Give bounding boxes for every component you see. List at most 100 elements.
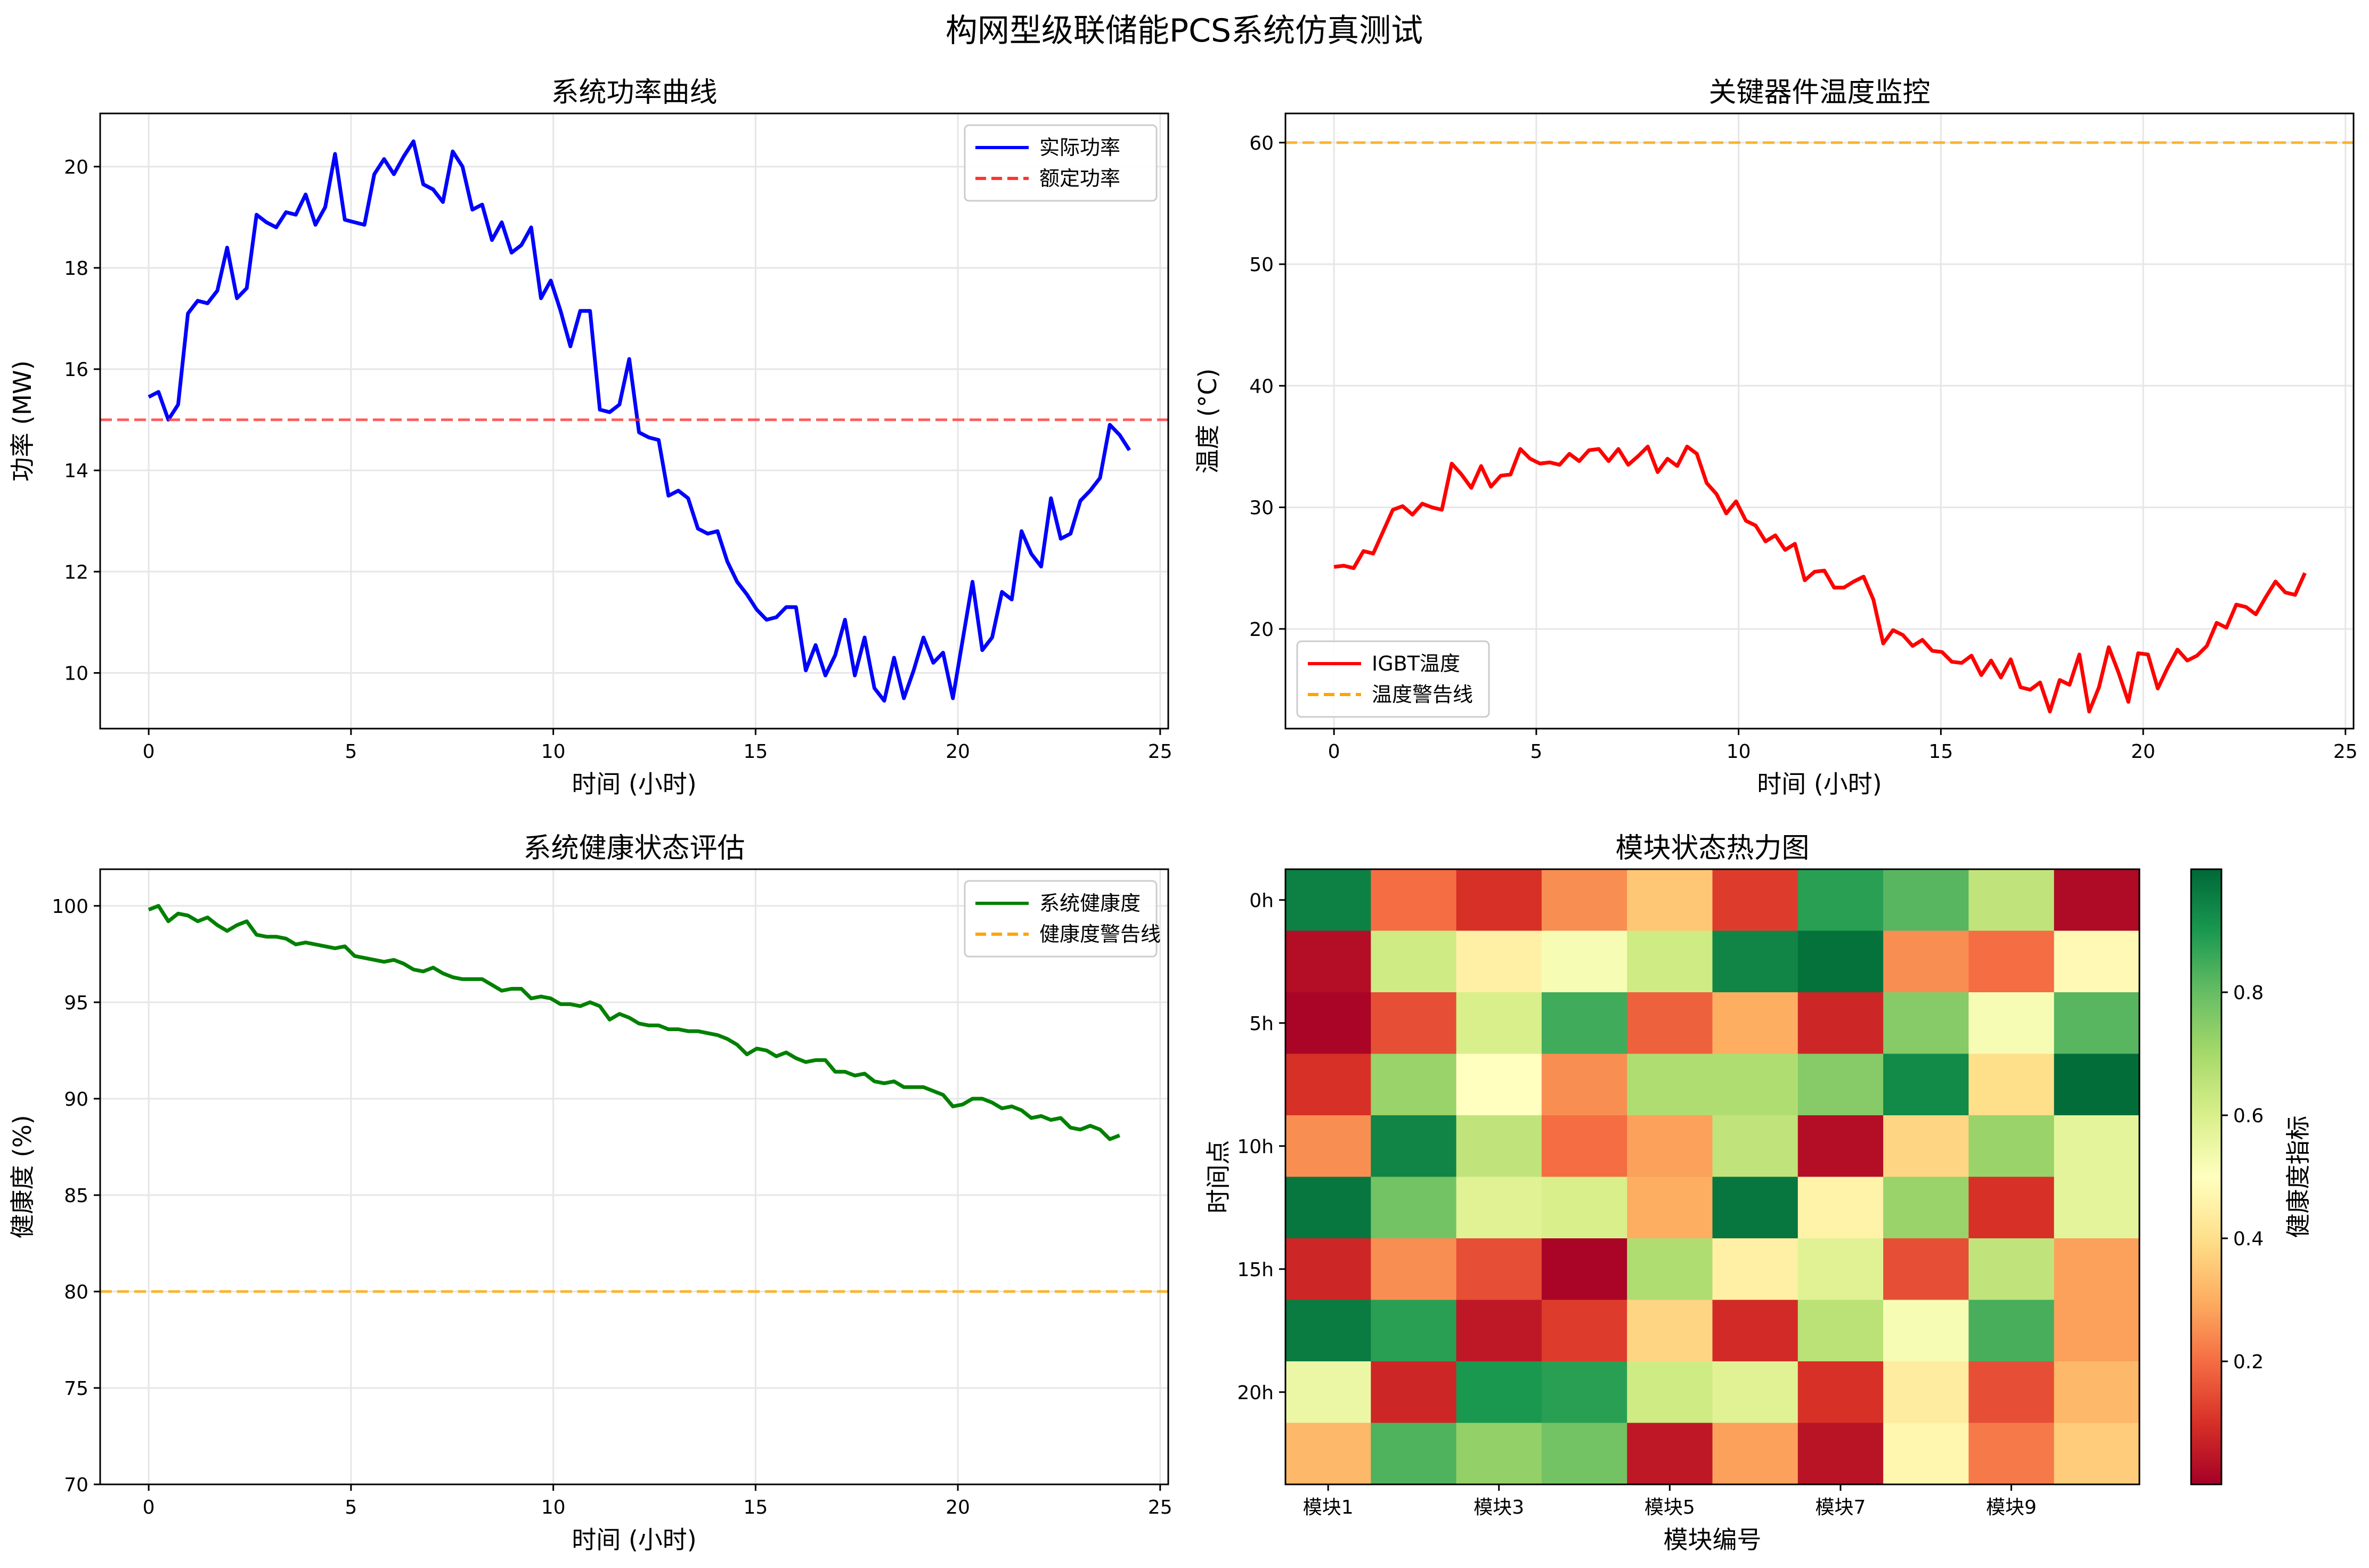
y-tick-label: 85: [64, 1185, 88, 1207]
heatmap-cell: [1371, 1054, 1457, 1116]
x-tick-label: 25: [1148, 1497, 1173, 1518]
heatmap-cell: [1883, 869, 1969, 931]
heatmap-cell: [2054, 1238, 2140, 1300]
y-tick-label: 60: [1249, 133, 1274, 154]
heatmap-cell: [1456, 1300, 1542, 1362]
x-tick-label: 20: [2131, 741, 2155, 763]
heatmap-cell: [1712, 1361, 1798, 1423]
series-line-0: [148, 139, 1131, 703]
y-axis-label: 温度 (°C): [1193, 369, 1222, 474]
y-tick-label: 16: [64, 359, 88, 381]
heatmap-cell: [1712, 930, 1798, 993]
heatmap-cell: [1883, 1423, 1969, 1485]
x-tick-label: 0: [1328, 741, 1340, 763]
legend-frame: [964, 880, 1158, 958]
heatmap-cell: [1968, 930, 2055, 993]
heatmap-cell: [1285, 1115, 1371, 1177]
legend-entry: 系统健康度: [1039, 892, 1141, 915]
legend-entry: 健康度警告线: [1039, 922, 1161, 946]
heatmap-cell: [1797, 1177, 1884, 1239]
x-tick-label: 25: [1148, 741, 1173, 763]
legend-frame: [1296, 640, 1490, 718]
heatmap-cell: [1968, 1423, 2055, 1485]
y-tick-label: 18: [64, 258, 88, 280]
figure-title: 构网型级联储能PCS系统仿真测试: [946, 12, 1423, 50]
heatmap-cell: [1627, 992, 1713, 1054]
x-tick-label: 20: [946, 1497, 970, 1518]
heatmap-cell: [1712, 1300, 1798, 1362]
heatmap-cell: [1797, 1238, 1884, 1300]
x-tick-label: 0: [143, 741, 155, 763]
heatmap-cell: [2054, 1054, 2140, 1116]
heatmap-cell: [1285, 1300, 1371, 1362]
heatmap-cell: [1968, 1238, 2055, 1300]
y-tick-label: 10: [64, 663, 88, 684]
x-axis-label: 时间 (小时): [572, 1525, 697, 1554]
heatmap-cell: [1712, 869, 1798, 931]
x-tick-label: 10: [1727, 741, 1751, 763]
heatmap-cell: [1285, 992, 1371, 1054]
heatmap-cell: [1456, 1054, 1542, 1116]
y-tick-label: 40: [1249, 375, 1274, 397]
chart-title: 系统健康状态评估: [523, 832, 745, 864]
x-tick-label: 5: [1530, 741, 1542, 763]
x-tick-label: 15: [743, 1497, 768, 1518]
heatmap-cell: [1456, 1177, 1542, 1239]
heatmap-cell: [1285, 930, 1371, 993]
heatmap-cell: [2054, 930, 2140, 993]
heatmap-cell: [1541, 1361, 1627, 1423]
heatmap-cell: [1883, 1300, 1969, 1362]
heatmap-cell: [1285, 1423, 1371, 1485]
heatmap-cell: [1285, 1361, 1371, 1423]
colorbar-tick-label: 0.8: [2233, 982, 2264, 1004]
heatmap-cell: [1541, 992, 1627, 1054]
x-tick-label: 模块9: [1986, 1497, 2037, 1518]
x-tick-label: 10: [541, 1497, 566, 1518]
heatmap-cell: [1883, 1177, 1969, 1239]
x-tick-label: 15: [1928, 741, 1953, 763]
x-tick-label: 模块3: [1473, 1497, 1524, 1518]
heatmap-cell: [1968, 1054, 2055, 1116]
plot-frame: [99, 868, 1169, 1485]
y-tick-label: 70: [64, 1474, 88, 1496]
heatmap-cell: [1797, 1423, 1884, 1485]
y-axis-label: 时间点: [1204, 1140, 1233, 1214]
heatmap-cell: [1541, 869, 1627, 931]
heatmap-cell: [1797, 992, 1884, 1054]
plot-frame: [99, 112, 1169, 730]
colorbar-tick-label: 0.2: [2233, 1351, 2264, 1373]
heatmap-cell: [2054, 869, 2140, 931]
y-tick-label: 10h: [1237, 1136, 1274, 1158]
heatmap-cell: [2054, 1300, 2140, 1362]
legend-entry: 温度警告线: [1372, 683, 1473, 706]
heatmap-cell: [1371, 1300, 1457, 1362]
chart-title: 系统功率曲线: [551, 77, 717, 109]
heatmap-cell: [1883, 1054, 1969, 1116]
x-tick-label: 5: [345, 741, 357, 763]
heatmap-cell: [1968, 1300, 2055, 1362]
heatmap-cell: [1456, 992, 1542, 1054]
heatmap-cell: [1627, 869, 1713, 931]
heatmap-cell: [1456, 1423, 1542, 1485]
heatmap-cell: [1371, 1423, 1457, 1485]
heatmap-cell: [1456, 1361, 1542, 1423]
plot-frame: [1284, 112, 2355, 730]
y-tick-label: 20: [1249, 619, 1274, 641]
y-tick-label: 0h: [1249, 890, 1274, 912]
x-tick-label: 模块7: [1815, 1497, 1866, 1518]
heatmap-cell: [1285, 1238, 1371, 1300]
heatmap-cell: [1627, 1361, 1713, 1423]
x-tick-label: 模块5: [1645, 1497, 1695, 1518]
heatmap-cell: [1371, 1177, 1457, 1239]
y-tick-label: 20h: [1237, 1382, 1274, 1404]
x-tick-label: 10: [541, 741, 566, 763]
heatmap-cell: [2054, 1177, 2140, 1239]
colorbar-tick-label: 0.6: [2233, 1105, 2264, 1127]
x-tick-label: 20: [946, 741, 970, 763]
heatmap-cell: [1797, 869, 1884, 931]
